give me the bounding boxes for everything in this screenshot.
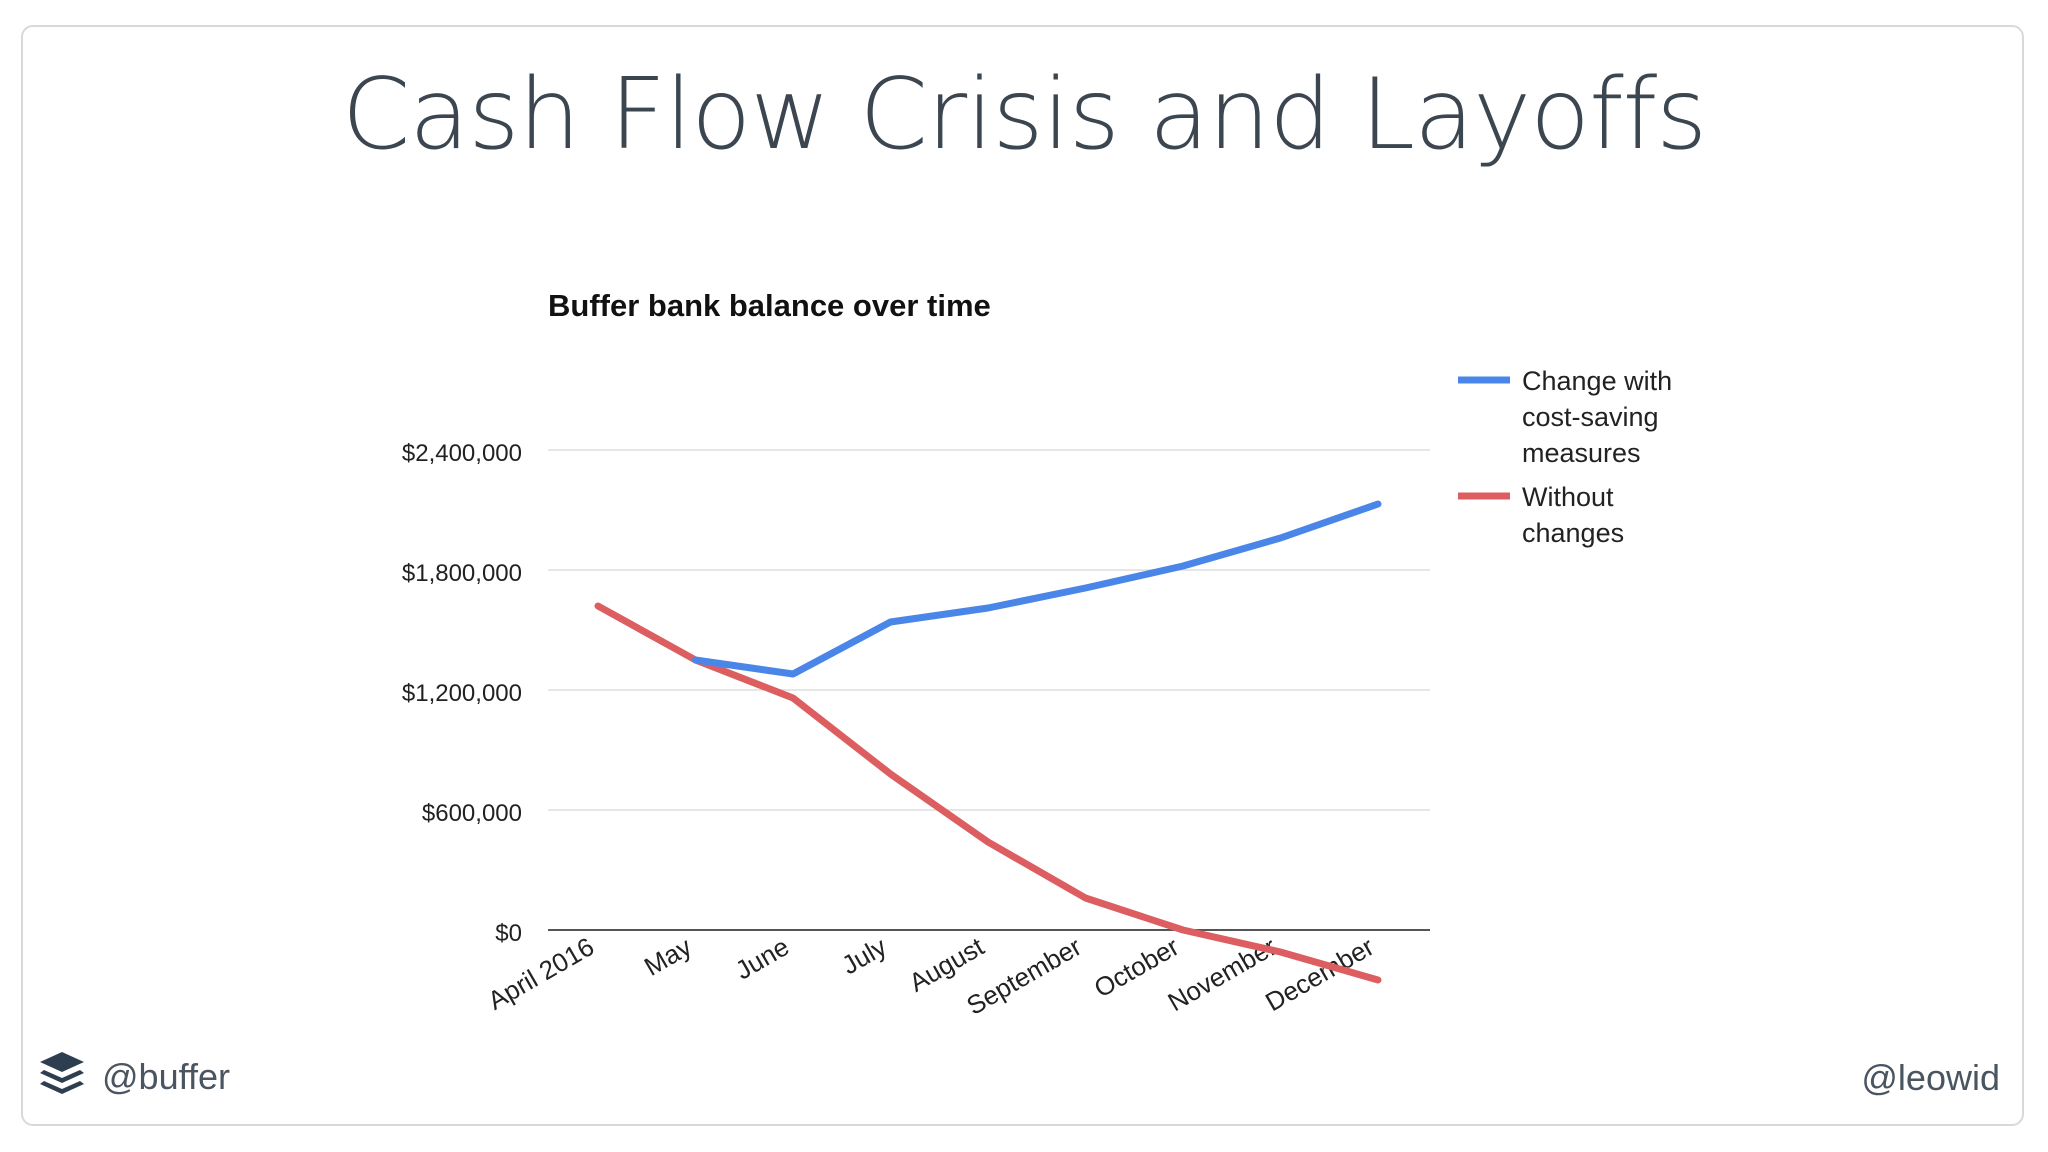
chart-series [594, 500, 1382, 984]
y-tick-label: $1,200,000 [402, 680, 522, 707]
y-tick-label: $600,000 [422, 800, 522, 827]
legend-label: cost-saving [1522, 402, 1659, 432]
chart-title: Buffer bank balance over time [548, 288, 991, 323]
buffer-stack-icon [36, 1048, 88, 1105]
x-tick-label: July [836, 931, 891, 980]
legend-label: Without [1522, 482, 1614, 512]
chart-gridlines [548, 449, 1430, 931]
footer-left: @buffer [36, 1048, 230, 1105]
series-line [594, 602, 1382, 984]
y-tick-label: $1,800,000 [402, 560, 522, 587]
slide-frame [21, 25, 2024, 1126]
legend-label: Change with [1522, 366, 1672, 396]
footer-left-handle: @buffer [102, 1055, 230, 1097]
footer-right: @leowid [1861, 1057, 2000, 1099]
legend-label: changes [1522, 518, 1624, 548]
chart-legend: Change with cost-saving measures Without cha… [1458, 366, 1672, 548]
legend-label: measures [1522, 438, 1641, 468]
x-tick-label: May [639, 931, 697, 982]
series-line [692, 500, 1382, 678]
footer-right-handle: @leowid [1861, 1057, 2000, 1098]
slide-title: Cash Flow Crisis and Layoffs [341, 58, 1707, 172]
x-tick-label: June [730, 931, 794, 985]
y-tick-label: $0 [495, 920, 522, 947]
x-tick-label: November [1163, 931, 1282, 1017]
y-tick-label: $2,400,000 [402, 440, 522, 467]
y-axis-tick-labels: $0 $600,000 $1,200,000 $1,800,000 $2,400,000 [402, 440, 522, 947]
